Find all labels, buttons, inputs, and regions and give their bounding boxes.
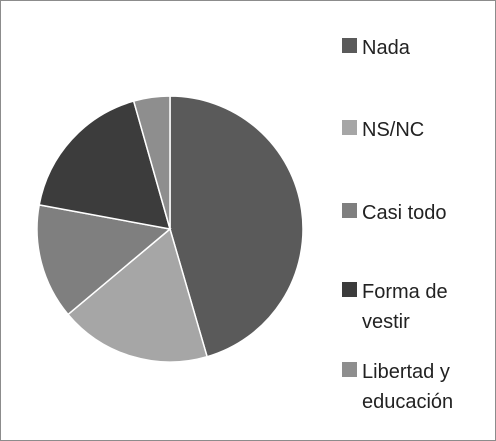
legend-label: Forma de vestir [362,281,448,333]
legend-label: NS/NC [362,119,425,141]
legend-entry: NS/NC [342,115,492,145]
legend-entry: Nada [342,33,492,63]
pie-slice [36,204,172,316]
pie-slice [38,100,172,230]
pie-slice [66,227,209,363]
legend-entry: Libertad y educación [342,357,492,417]
legend-label: Casi todo [362,202,447,224]
legend-entry: Casi todo [342,198,492,228]
legend-swatch [342,203,357,218]
legend-label: Libertad y educación [362,361,454,413]
legend-swatch [342,38,357,53]
legend-label: Nada [362,37,410,59]
legend-swatch [342,362,357,377]
legend-swatch [342,120,357,135]
pie-slice [132,95,171,230]
pie-slice [169,95,304,358]
legend-swatch [342,282,357,297]
legend-entry: Forma de vestir [342,277,492,337]
